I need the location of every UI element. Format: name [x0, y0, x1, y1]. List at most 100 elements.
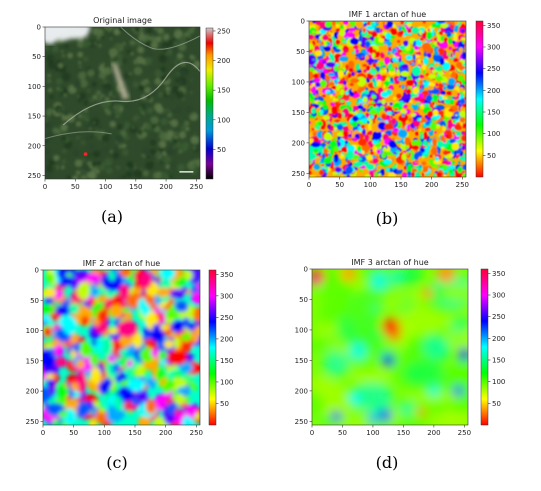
chart-title: IMF 2 arctan of hue [83, 259, 161, 268]
heatmap-image [309, 21, 466, 177]
colorbar [480, 268, 489, 426]
axes-frame [311, 268, 469, 426]
x-tick-label: 200 [159, 429, 172, 437]
colorbar-tick-label: 100 [492, 378, 505, 386]
chart-title: IMF 3 arctan of hue [351, 258, 429, 267]
y-tick-label: 100 [28, 83, 41, 91]
y-tick-label: 200 [28, 142, 41, 150]
y-tick-label: 50 [30, 297, 39, 305]
colorbar-tick-label: 200 [217, 57, 230, 65]
colorbar-tick-label: 100 [487, 130, 500, 138]
colorbar-tick-label: 50 [492, 400, 501, 408]
y-tick-label: 100 [295, 326, 308, 334]
y-tick-label: 0 [304, 266, 308, 274]
x-tick-label: 250 [190, 429, 203, 437]
x-tick-label: 50 [335, 181, 344, 189]
y-tick-label: 0 [35, 267, 39, 275]
colorbar-tick-label: 200 [487, 87, 500, 95]
axes-frame [42, 269, 201, 426]
axes-frame [44, 26, 201, 180]
x-tick-label: 200 [427, 429, 440, 437]
colorbar-tick-label: 350 [220, 271, 233, 279]
y-tick-label: 50 [296, 48, 305, 56]
x-tick-label: 0 [307, 181, 311, 189]
y-tick-label: 100 [292, 78, 305, 86]
red-marker [83, 152, 88, 156]
colorbar [205, 27, 214, 180]
colorbar-tick-label: 250 [492, 313, 505, 321]
y-tick-label: 200 [292, 139, 305, 147]
y-tick-label: 50 [299, 296, 308, 304]
heatmap-image [43, 270, 200, 425]
x-tick-label: 100 [98, 429, 111, 437]
x-tick-label: 50 [69, 429, 78, 437]
x-tick-label: 0 [43, 183, 47, 191]
colorbar-tick-label: 50 [487, 152, 496, 160]
colorbar-tick-label: 150 [220, 357, 233, 365]
colorbar-tick-label: 250 [487, 65, 500, 73]
colorbar-tick-label: 300 [492, 292, 505, 300]
x-tick-label: 50 [338, 429, 347, 437]
colorbar [208, 269, 217, 426]
heatmap-image [45, 27, 200, 179]
y-tick-label: 150 [28, 113, 41, 121]
x-tick-label: 100 [364, 181, 377, 189]
y-tick-label: 250 [28, 172, 41, 180]
y-tick-label: 250 [292, 170, 305, 178]
x-tick-label: 0 [41, 429, 45, 437]
panel-caption: (d) [376, 453, 399, 472]
y-tick-label: 200 [26, 388, 39, 396]
colorbar-tick-label: 150 [217, 87, 230, 95]
y-tick-label: 0 [301, 18, 305, 26]
colorbar-tick-label: 350 [487, 22, 500, 30]
x-tick-label: 250 [190, 183, 203, 191]
colorbar-tick-label: 200 [220, 335, 233, 343]
x-tick-label: 50 [71, 183, 80, 191]
y-tick-label: 250 [295, 418, 308, 426]
colorbar-tick-label: 300 [487, 44, 500, 52]
x-tick-label: 200 [159, 183, 172, 191]
colorbar-tick-label: 200 [492, 335, 505, 343]
x-tick-label: 100 [366, 429, 379, 437]
colorbar-tick-label: 100 [217, 116, 230, 124]
y-tick-label: 200 [295, 387, 308, 395]
panel-caption: (b) [376, 209, 399, 228]
y-tick-label: 0 [37, 24, 41, 32]
colorbar-tick-label: 350 [492, 270, 505, 278]
colorbar-tick-label: 250 [217, 27, 230, 35]
x-tick-label: 150 [397, 429, 410, 437]
x-tick-label: 150 [129, 183, 142, 191]
colorbar-tick-label: 50 [220, 400, 229, 408]
x-tick-label: 100 [99, 183, 112, 191]
y-tick-label: 150 [295, 357, 308, 365]
y-tick-label: 150 [26, 357, 39, 365]
x-tick-label: 0 [310, 429, 314, 437]
y-tick-label: 250 [26, 418, 39, 426]
chart-title: Original image [93, 16, 152, 25]
colorbar-tick-label: 150 [487, 109, 500, 117]
chart-title: IMF 1 arctan of hue [349, 10, 427, 19]
colorbar-tick-label: 50 [217, 146, 226, 154]
y-tick-label: 150 [292, 109, 305, 117]
colorbar [475, 20, 484, 178]
x-tick-label: 150 [128, 429, 141, 437]
x-tick-label: 250 [456, 181, 469, 189]
colorbar-tick-label: 150 [492, 357, 505, 365]
colorbar-tick-label: 250 [220, 314, 233, 322]
x-tick-label: 150 [394, 181, 407, 189]
colorbar-tick-label: 300 [220, 292, 233, 300]
y-tick-label: 100 [26, 327, 39, 335]
axes-frame [308, 20, 467, 178]
panel-caption: (c) [106, 453, 127, 472]
x-tick-label: 200 [425, 181, 438, 189]
panel-caption: (a) [101, 207, 123, 226]
x-tick-label: 250 [458, 429, 471, 437]
colorbar-tick-label: 100 [220, 378, 233, 386]
y-tick-label: 50 [32, 53, 41, 61]
heatmap-image [312, 269, 468, 425]
